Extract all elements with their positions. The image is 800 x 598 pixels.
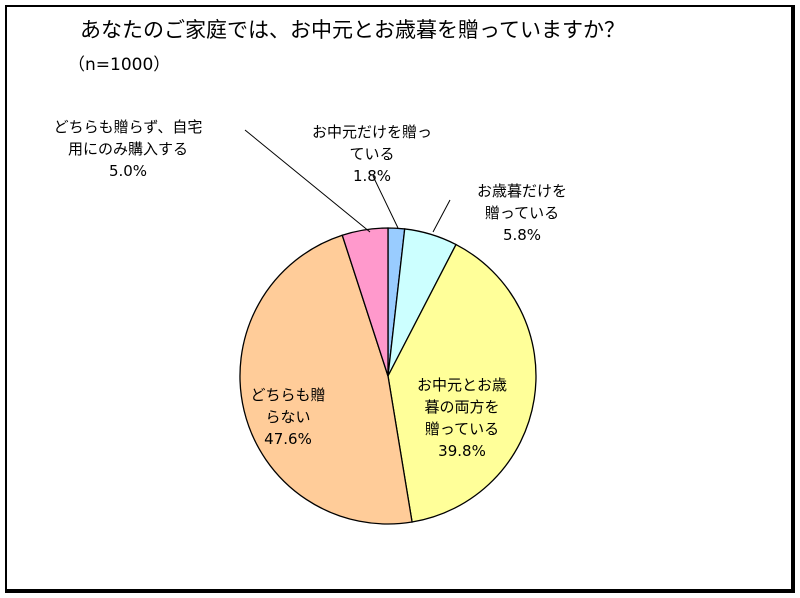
slice-value-label-1: 1.8% [353, 167, 391, 185]
slice-category-label-3: 贈っている [425, 420, 499, 438]
slice-category-label-3: お中元とお歳 [417, 376, 507, 394]
chart-title: あなたのご家庭では、お中元とお歳暮を贈っていますか？ [80, 18, 625, 42]
slice-category-label-3: 暮の両方を [424, 398, 499, 416]
leader-line-5 [244, 129, 371, 233]
slice-category-label-4: どちらも贈 [250, 386, 325, 404]
chart-subtitle: （n=1000） [68, 55, 171, 75]
slice-category-label-5: 用にのみ購入する [68, 140, 188, 158]
slice-value-label-3: 39.8% [438, 442, 486, 460]
leader-line-1 [372, 175, 399, 229]
slice-category-label-2: 贈っている [485, 204, 559, 222]
slice-value-label-4: 47.6% [264, 430, 312, 448]
slice-value-label-5: 5.0% [109, 162, 147, 180]
slice-category-label-4: らない [265, 408, 310, 426]
slice-category-label-5: どちらも贈らず、自宅 [54, 118, 203, 136]
slice-category-label-2: お歳暮だけを [477, 182, 567, 200]
slice-category-label-1: お中元だけを贈っ [312, 123, 432, 141]
pie-slice-3 [387, 243, 537, 523]
leader-line-2 [432, 199, 451, 233]
slice-value-label-2: 5.8% [503, 226, 541, 244]
pie-slice-4 [239, 234, 413, 525]
slice-category-label-1: ている [349, 145, 394, 163]
pie-slice-5 [341, 227, 389, 377]
